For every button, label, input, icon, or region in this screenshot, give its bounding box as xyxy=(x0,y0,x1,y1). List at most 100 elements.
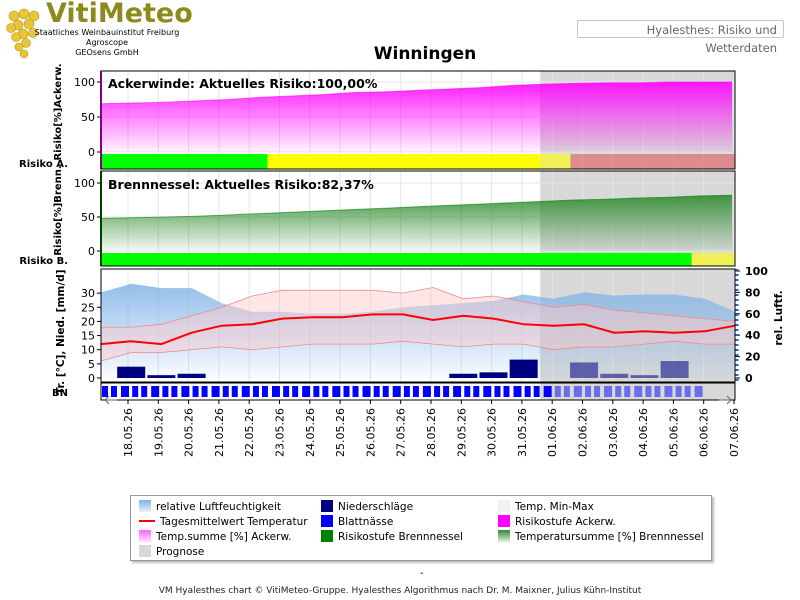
leafwet-mark xyxy=(382,386,389,397)
leafwet-mark xyxy=(162,386,169,397)
leafwet-mark xyxy=(211,386,220,397)
weather-ytick-right: 60 xyxy=(745,308,761,321)
legend-swatch xyxy=(498,500,510,512)
leafwet-mark xyxy=(634,386,643,397)
x-tick-label: 01.06.26 xyxy=(546,408,559,457)
weather-ytick: 30 xyxy=(81,287,95,300)
x-tick-label: 20.05.26 xyxy=(183,408,196,457)
leafwet-mark xyxy=(403,386,410,397)
leafwet-mark xyxy=(464,386,471,397)
logo-line-agroscope: Agroscope xyxy=(85,38,129,47)
panel-frame xyxy=(100,170,736,267)
leafwet-mark xyxy=(181,386,190,397)
ackerwinde-risk-label: Risiko A. xyxy=(19,159,68,170)
leafwet-mark xyxy=(503,386,510,397)
leafwet-mark xyxy=(313,386,320,397)
brennnessel-ytick: 50 xyxy=(81,211,95,224)
leafwet-mark xyxy=(453,386,462,397)
ackerwinde-area xyxy=(102,82,732,152)
x-tick-label: 28.05.26 xyxy=(425,408,438,457)
ackerwinde-annotation: Ackerwinde: Aktuelles Risiko:100,00% xyxy=(108,76,378,91)
x-tick-label: 30.05.26 xyxy=(486,408,499,457)
leafwet-mark xyxy=(684,386,691,397)
leafwet-mark xyxy=(132,386,139,397)
leafwet-mark xyxy=(352,386,359,397)
chart-tab[interactable]: Hyalesthes: Risiko und Wetterdaten xyxy=(577,20,784,55)
weather-ytick: 25 xyxy=(81,301,95,314)
leafwet-mark xyxy=(524,386,531,397)
legend-item-riskack: Risikostufe Ackerw. xyxy=(498,515,616,529)
leafwet-mark xyxy=(151,386,160,397)
leafwet-mark xyxy=(271,386,280,397)
leafwet-mark xyxy=(141,386,148,397)
brennnessel-risk-segment xyxy=(101,253,692,266)
brennnessel-risk-label: Risiko B. xyxy=(19,256,68,267)
brennnessel-annotation: Brennnessel: Aktuelles Risiko:82,37% xyxy=(108,177,374,192)
leafwet-mark xyxy=(102,386,108,397)
scroll-left-icon xyxy=(104,395,117,405)
leafwet-mark xyxy=(434,386,441,397)
legend: relative Luftfeuchtigkeit Niederschläge Te… xyxy=(130,495,712,561)
leafwet-mark xyxy=(513,386,522,397)
leafwet-mark xyxy=(422,386,431,397)
ackerwinde-risk-segment xyxy=(101,154,268,169)
legend-swatch xyxy=(139,520,155,522)
precip-bar xyxy=(147,375,176,378)
legend-item-precip: Niederschläge xyxy=(321,500,413,514)
legend-swatch xyxy=(498,515,510,527)
brennnessel-risk-segment xyxy=(691,253,735,266)
x-tick-label: 24.05.26 xyxy=(304,408,317,457)
precip-bar xyxy=(479,372,508,378)
legend-item-templine: Tagesmittelwert Temperatur xyxy=(139,515,308,529)
x-tick-label: 21.05.26 xyxy=(213,408,226,457)
leafwet-mark xyxy=(231,386,238,397)
brennnessel-ylabel: Risiko[%]Brenn. xyxy=(53,165,64,255)
humidity-area xyxy=(101,283,735,378)
brennnessel-ytick: 100 xyxy=(74,177,95,190)
leafwet-mark xyxy=(222,386,229,397)
ackerwinde-risk-segment xyxy=(570,154,735,169)
leafwet-mark xyxy=(654,386,661,397)
temp-mean-line xyxy=(100,313,736,346)
precip-bar xyxy=(660,361,689,378)
legend-label: Risikostufe Brennnessel xyxy=(338,531,463,543)
leafwet-mark xyxy=(201,386,208,397)
weather-ytick: 20 xyxy=(81,315,95,328)
x-tick-label: 18.05.26 xyxy=(122,408,135,457)
precip-bar xyxy=(509,359,538,378)
leafwet-mark xyxy=(171,386,178,397)
precip-bar xyxy=(449,373,478,378)
legend-label: Temp.summe [%] Ackerw. xyxy=(156,531,292,543)
leafwet-frame xyxy=(100,382,736,401)
weather-ylabel-right: rel. Luftf. xyxy=(773,290,785,345)
leafwet-mark xyxy=(624,386,631,397)
weather-ytick: 10 xyxy=(81,344,95,357)
leafwet-mark xyxy=(322,386,329,397)
leafwet-mark xyxy=(192,386,199,397)
leafwet-mark xyxy=(494,386,501,397)
leafwet-mark xyxy=(543,386,552,397)
precip-bar xyxy=(177,373,206,378)
leafwet-mark xyxy=(302,386,311,397)
dash-mark: - xyxy=(420,568,424,579)
leafwet-mark xyxy=(283,386,290,397)
ackerwinde-risk-segment xyxy=(267,154,541,169)
legend-label: Prognose xyxy=(156,546,205,558)
precip-bar xyxy=(570,362,599,378)
leafwet-mark xyxy=(675,386,682,397)
ackerwinde-line xyxy=(101,81,732,105)
brennnessel-area xyxy=(102,195,732,251)
legend-label: Temperatursumme [%] Brennnessel xyxy=(515,531,704,543)
x-tick-label: 04.06.26 xyxy=(637,408,650,457)
x-tick-label: 23.05.26 xyxy=(274,408,287,457)
leafwet-mark xyxy=(554,386,561,397)
legend-label: Tagesmittelwert Temperatur xyxy=(160,516,308,528)
legend-item-humidity: relative Luftfeuchtigkeit xyxy=(139,500,281,514)
legend-label: relative Luftfeuchtigkeit xyxy=(156,501,282,513)
logo-title: VitiMeteo xyxy=(46,0,193,29)
weather-ytick-right: 20 xyxy=(745,351,761,364)
brennnessel-ytick: 0 xyxy=(88,245,95,258)
weather-ytick-right: 100 xyxy=(745,265,768,278)
leafwet-mark xyxy=(332,386,341,397)
ackerwinde-ytick: 0 xyxy=(88,146,95,159)
